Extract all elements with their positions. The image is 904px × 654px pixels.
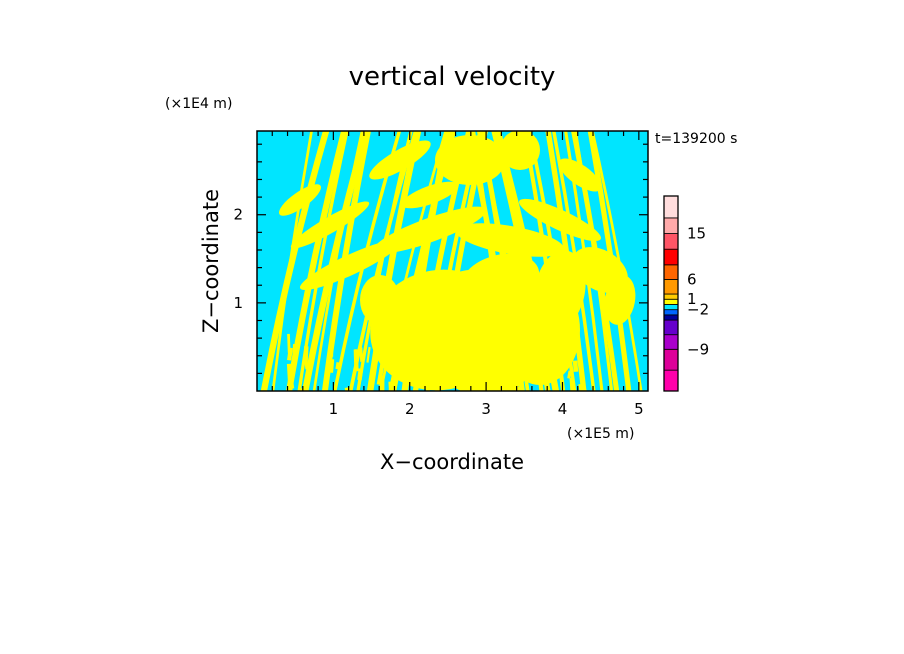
heatmap-field (257, 131, 648, 391)
positive-speckle (545, 375, 549, 390)
colorbar-label: 15 (687, 225, 706, 243)
positive-speckle (482, 335, 488, 346)
positive-speckle (560, 343, 566, 357)
x-tick-label: 1 (329, 400, 339, 418)
positive-velocity-regions (279, 131, 636, 391)
positive-speckle (287, 347, 293, 361)
positive-region (500, 131, 540, 170)
axis-ticks: 1 2 3 4 5 1 2 (233, 131, 648, 418)
plot-frame (256, 130, 649, 392)
colorbar-swatch (663, 293, 679, 300)
positive-speckle (374, 341, 379, 363)
chart-title: vertical velocity (349, 62, 556, 92)
positive-speckle (304, 362, 310, 370)
positive-speckle (567, 370, 572, 379)
colorbar-label: 6 (687, 270, 697, 288)
positive-region (455, 223, 565, 257)
colorbar-label: −9 (687, 340, 709, 358)
positive-speckle (486, 363, 492, 372)
positive-speckle (357, 368, 364, 381)
positive-region (299, 240, 401, 290)
colorbar-swatch (663, 314, 679, 321)
colorbar-swatch (663, 319, 679, 336)
positive-region (440, 270, 500, 330)
x-tick-label: 2 (405, 400, 415, 418)
positive-region (369, 140, 431, 180)
positive-speckle (359, 347, 364, 362)
positive-speckle (304, 383, 309, 391)
positive-speckle (506, 381, 510, 391)
colorbar-swatch (663, 334, 679, 350)
colorbar-frame (663, 195, 679, 392)
y-unit-label: (×1E4 m) (165, 96, 232, 112)
positive-region (360, 275, 400, 325)
positive-speckle (291, 344, 298, 366)
positive-speckle (335, 362, 341, 370)
positive-region (435, 135, 505, 185)
colorbar-label: 1 (687, 290, 697, 308)
positive-band (260, 131, 330, 391)
x-tick-label: 3 (481, 400, 491, 418)
colorbar-swatch (663, 298, 679, 305)
colorbar-swatch (663, 348, 679, 371)
colorbar-label: −2 (687, 301, 709, 319)
y-axis-label: Z−coordinate (199, 189, 223, 333)
positive-speckle (516, 386, 522, 391)
positive-speckle (303, 346, 309, 364)
positive-speckle (328, 359, 335, 373)
positive-region (604, 275, 636, 325)
positive-region (558, 158, 602, 192)
positive-speckle (376, 363, 385, 386)
positive-band (302, 131, 370, 391)
time-label: t=139200 s (655, 131, 737, 147)
colorbar-swatch (663, 264, 679, 280)
positive-region (373, 206, 487, 254)
positive-region (279, 184, 321, 216)
positive-speckle (578, 383, 586, 391)
x-unit-label: (×1E5 m) (567, 426, 634, 442)
positive-region (290, 201, 370, 249)
positive-speckle (488, 342, 495, 361)
positive-speckle (470, 377, 476, 387)
positive-speckle (506, 337, 511, 353)
positive-speckle (501, 384, 508, 391)
positive-speckle (454, 333, 459, 350)
colorbar: −9 −21 6 15 (663, 195, 709, 392)
positive-speckle (366, 346, 371, 363)
x-axis-label: X−coordinate (380, 450, 524, 474)
positive-speckle (498, 360, 504, 375)
positive-region (401, 181, 459, 209)
y-tick-label: 1 (233, 294, 243, 312)
colorbar-swatch (663, 309, 679, 316)
y-tick-label: 2 (233, 206, 243, 224)
positive-speckle (569, 377, 576, 391)
positive-speckle (353, 349, 359, 372)
colorbar-swatch (663, 279, 679, 295)
colorbar-swatch (663, 304, 679, 311)
x-tick-label: 5 (634, 400, 644, 418)
positive-band (271, 131, 313, 391)
positive-speckle (288, 370, 295, 389)
positive-region (534, 250, 586, 330)
colorbar-swatch (663, 217, 679, 234)
positive-region (518, 198, 602, 242)
positive-speckle (388, 381, 394, 391)
positive-speckle (514, 341, 517, 348)
colorbar-swatch (663, 195, 679, 219)
colorbar-swatch (663, 369, 679, 392)
positive-speckle (522, 363, 527, 377)
positive-speckle (415, 359, 420, 370)
colorbar-swatch (663, 248, 679, 266)
positive-speckle (572, 360, 579, 372)
positive-speckle (581, 389, 587, 391)
colorbar-swatch (663, 233, 679, 250)
x-tick-label: 4 (558, 400, 568, 418)
positive-speckle (329, 347, 334, 357)
